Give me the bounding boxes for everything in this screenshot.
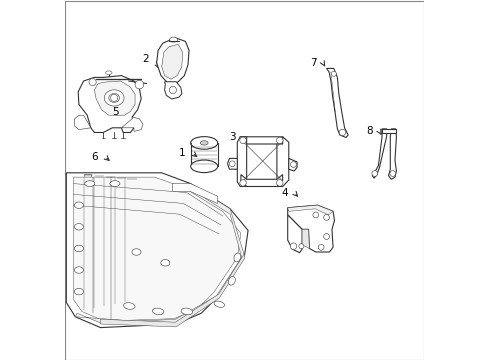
Polygon shape bbox=[172, 184, 217, 203]
Polygon shape bbox=[387, 129, 396, 179]
Text: 8: 8 bbox=[366, 126, 372, 136]
Text: 4: 4 bbox=[281, 188, 287, 198]
Circle shape bbox=[276, 180, 283, 186]
Circle shape bbox=[229, 161, 235, 167]
Ellipse shape bbox=[152, 308, 163, 315]
Polygon shape bbox=[302, 229, 309, 248]
Circle shape bbox=[110, 94, 118, 102]
Ellipse shape bbox=[190, 137, 217, 149]
Circle shape bbox=[323, 215, 329, 220]
Circle shape bbox=[339, 129, 345, 136]
Polygon shape bbox=[66, 173, 247, 328]
Polygon shape bbox=[75, 184, 244, 324]
Polygon shape bbox=[156, 38, 189, 85]
Polygon shape bbox=[73, 177, 241, 321]
Polygon shape bbox=[371, 129, 386, 178]
Polygon shape bbox=[287, 205, 332, 215]
Ellipse shape bbox=[228, 276, 235, 285]
Ellipse shape bbox=[233, 253, 240, 262]
Text: 7: 7 bbox=[309, 58, 316, 68]
Circle shape bbox=[298, 244, 303, 249]
Polygon shape bbox=[164, 82, 182, 99]
Ellipse shape bbox=[105, 71, 112, 75]
Polygon shape bbox=[84, 175, 91, 313]
Ellipse shape bbox=[74, 224, 83, 230]
Polygon shape bbox=[241, 175, 282, 186]
Circle shape bbox=[239, 137, 246, 144]
Ellipse shape bbox=[104, 90, 124, 106]
Polygon shape bbox=[326, 68, 347, 138]
Polygon shape bbox=[240, 137, 285, 148]
Polygon shape bbox=[237, 137, 246, 186]
Ellipse shape bbox=[108, 94, 120, 103]
Text: 6: 6 bbox=[92, 152, 98, 162]
Circle shape bbox=[330, 71, 336, 76]
Circle shape bbox=[169, 86, 176, 94]
Polygon shape bbox=[288, 158, 296, 171]
Circle shape bbox=[239, 180, 246, 186]
Ellipse shape bbox=[74, 202, 83, 208]
Polygon shape bbox=[381, 129, 395, 133]
Ellipse shape bbox=[200, 141, 208, 145]
Ellipse shape bbox=[132, 249, 141, 255]
Circle shape bbox=[389, 171, 395, 176]
Text: 1: 1 bbox=[179, 148, 185, 158]
Polygon shape bbox=[227, 158, 237, 169]
Polygon shape bbox=[287, 215, 302, 253]
Ellipse shape bbox=[161, 260, 169, 266]
Circle shape bbox=[371, 171, 377, 176]
Text: 3: 3 bbox=[229, 132, 236, 142]
Ellipse shape bbox=[181, 308, 192, 315]
Circle shape bbox=[89, 78, 96, 86]
Polygon shape bbox=[75, 115, 91, 130]
Ellipse shape bbox=[74, 245, 83, 252]
Ellipse shape bbox=[214, 301, 224, 307]
Text: 5: 5 bbox=[112, 107, 118, 117]
Ellipse shape bbox=[74, 288, 83, 295]
Ellipse shape bbox=[169, 37, 177, 42]
Polygon shape bbox=[287, 205, 334, 252]
Ellipse shape bbox=[190, 160, 217, 173]
Polygon shape bbox=[101, 253, 244, 327]
Circle shape bbox=[318, 244, 324, 250]
Circle shape bbox=[323, 234, 329, 239]
Ellipse shape bbox=[123, 303, 135, 309]
Polygon shape bbox=[276, 137, 288, 186]
Circle shape bbox=[312, 212, 318, 218]
Circle shape bbox=[289, 243, 296, 249]
Circle shape bbox=[135, 80, 143, 89]
Ellipse shape bbox=[74, 267, 83, 273]
Circle shape bbox=[276, 137, 283, 144]
Text: 2: 2 bbox=[142, 54, 148, 64]
Ellipse shape bbox=[110, 181, 120, 186]
Circle shape bbox=[290, 162, 296, 167]
Polygon shape bbox=[94, 81, 135, 115]
Polygon shape bbox=[78, 76, 141, 132]
Polygon shape bbox=[162, 44, 182, 79]
Polygon shape bbox=[121, 117, 142, 131]
Ellipse shape bbox=[84, 181, 95, 186]
